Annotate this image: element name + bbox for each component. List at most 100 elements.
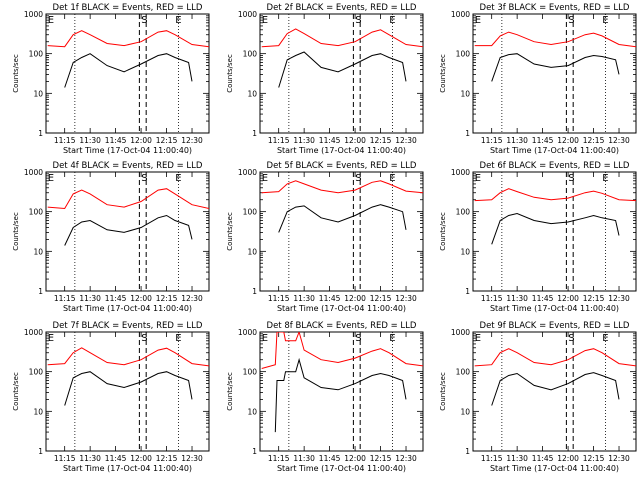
marker-S: S [355, 333, 361, 344]
y-tick-label: 1000 [451, 328, 470, 337]
panel-title: Det 3f BLACK = Events, RED = LLD [480, 3, 630, 13]
y-tick-label: 1 [38, 129, 43, 138]
x-tick-label: 12:30 [395, 136, 417, 145]
x-tick-label: 12:15 [583, 294, 605, 303]
series-line-events [278, 204, 407, 233]
x-tick-label: 12:30 [395, 294, 417, 303]
x-tick-label: 11:30 [79, 454, 101, 463]
panel-9f: Det 9f BLACK = Events, RED = LLD 1 10 100 10… [439, 321, 637, 473]
y-tick-label: 10 [33, 89, 43, 98]
series-line-events [64, 371, 193, 406]
plot-frame [472, 331, 637, 452]
x-tick-label: 11:15 [481, 454, 503, 463]
x-axis-label: Start Time (17-Oct-04 11:00:40) [63, 146, 192, 155]
y-tick-label: 1000 [238, 10, 257, 19]
y-axis-label: Counts/sec [12, 54, 20, 93]
x-tick-label: 11:30 [293, 294, 315, 303]
series-line-lld [47, 188, 209, 210]
x-axis-label: Start Time (17-Oct-04 11:00:40) [277, 464, 406, 473]
marker-E-end: E [175, 333, 181, 344]
x-axis-label: Start Time (17-Oct-04 11:00:40) [490, 464, 619, 473]
marker-E-end: E [389, 173, 395, 184]
plot-frame [45, 13, 210, 134]
x-tick-label: 11:30 [293, 136, 315, 145]
series-line-events [491, 372, 620, 406]
y-tick-label: 1 [38, 287, 43, 296]
x-tick-label: 11:45 [319, 294, 341, 303]
x-tick-label: 12:30 [181, 136, 203, 145]
plot-frame [45, 331, 210, 452]
series-line-events [278, 51, 407, 88]
panel-7f: Det 7f BLACK = Events, RED = LLD 1 10 100 10… [12, 321, 210, 473]
x-tick-label: 12:00 [130, 136, 152, 145]
plot-frame [45, 171, 210, 292]
y-tick-label: 100 [29, 50, 44, 59]
marker-E-end: E [389, 333, 395, 344]
y-axis-label: Counts/sec [12, 372, 20, 411]
x-tick-label: 12:00 [557, 294, 579, 303]
x-tick-label: 11:30 [79, 136, 101, 145]
marker-E-start: E [48, 15, 54, 26]
marker-S: S [568, 173, 574, 184]
panel-title: Det 9f BLACK = Events, RED = LLD [480, 321, 630, 331]
x-tick-label: 12:30 [181, 454, 203, 463]
y-axis-label: Counts/sec [439, 372, 447, 411]
x-tick-label: 12:30 [608, 294, 630, 303]
y-tick-label: 10 [460, 407, 470, 416]
marker-S: S [141, 15, 147, 26]
x-tick-label: 12:15 [156, 294, 178, 303]
marker-E-end: E [602, 333, 608, 344]
plot-frame [259, 331, 424, 452]
y-tick-label: 100 [29, 208, 44, 217]
x-tick-label: 11:45 [105, 454, 127, 463]
y-tick-label: 1000 [238, 328, 257, 337]
panel-8f: Det 8f BLACK = Events, RED = LLD 1 10 100 10… [226, 321, 424, 473]
y-tick-label: 1000 [24, 168, 43, 177]
x-tick-label: 12:00 [557, 136, 579, 145]
x-tick-label: 11:15 [54, 136, 76, 145]
x-tick-label: 11:15 [54, 294, 76, 303]
x-tick-label: 11:15 [268, 136, 290, 145]
marker-E-start: E [475, 173, 481, 184]
marker-E-end: E [175, 173, 181, 184]
x-tick-label: 11:45 [532, 454, 554, 463]
panel-title: Det 4f BLACK = Events, RED = LLD [53, 161, 203, 171]
x-tick-label: 11:15 [481, 294, 503, 303]
series-line-lld [47, 347, 209, 367]
series-line-events [64, 53, 193, 88]
y-tick-label: 1000 [24, 10, 43, 19]
x-tick-label: 12:30 [395, 454, 417, 463]
y-axis-label: Counts/sec [226, 372, 234, 411]
x-tick-label: 12:15 [583, 454, 605, 463]
marker-S: S [568, 15, 574, 26]
x-tick-label: 12:15 [583, 136, 605, 145]
y-tick-label: 10 [247, 89, 257, 98]
x-tick-label: 12:15 [370, 454, 392, 463]
x-tick-label: 12:15 [156, 454, 178, 463]
x-tick-label: 11:45 [319, 454, 341, 463]
y-tick-label: 100 [243, 208, 258, 217]
x-tick-label: 12:15 [370, 294, 392, 303]
series-line-lld [261, 28, 423, 48]
y-tick-label: 1 [465, 447, 470, 456]
x-tick-label: 11:30 [506, 294, 528, 303]
y-tick-label: 1 [38, 447, 43, 456]
x-axis-label: Start Time (17-Oct-04 11:00:40) [277, 304, 406, 313]
plot-frame [472, 13, 637, 134]
marker-E-start: E [262, 333, 268, 344]
panel-title: Det 2f BLACK = Events, RED = LLD [267, 3, 417, 13]
panel-title: Det 5f BLACK = Events, RED = LLD [267, 161, 417, 171]
x-tick-label: 11:45 [319, 136, 341, 145]
marker-S: S [355, 173, 361, 184]
x-tick-label: 11:15 [54, 454, 76, 463]
x-tick-label: 11:15 [268, 294, 290, 303]
x-tick-label: 11:45 [105, 294, 127, 303]
x-tick-label: 12:30 [608, 454, 630, 463]
x-axis-label: Start Time (17-Oct-04 11:00:40) [490, 304, 619, 313]
plot-frame [259, 171, 424, 292]
x-tick-label: 12:00 [344, 294, 366, 303]
x-tick-label: 12:00 [130, 454, 152, 463]
panel-6f: Det 6f BLACK = Events, RED = LLD 1 10 100 10… [439, 161, 637, 313]
x-tick-label: 11:15 [268, 454, 290, 463]
